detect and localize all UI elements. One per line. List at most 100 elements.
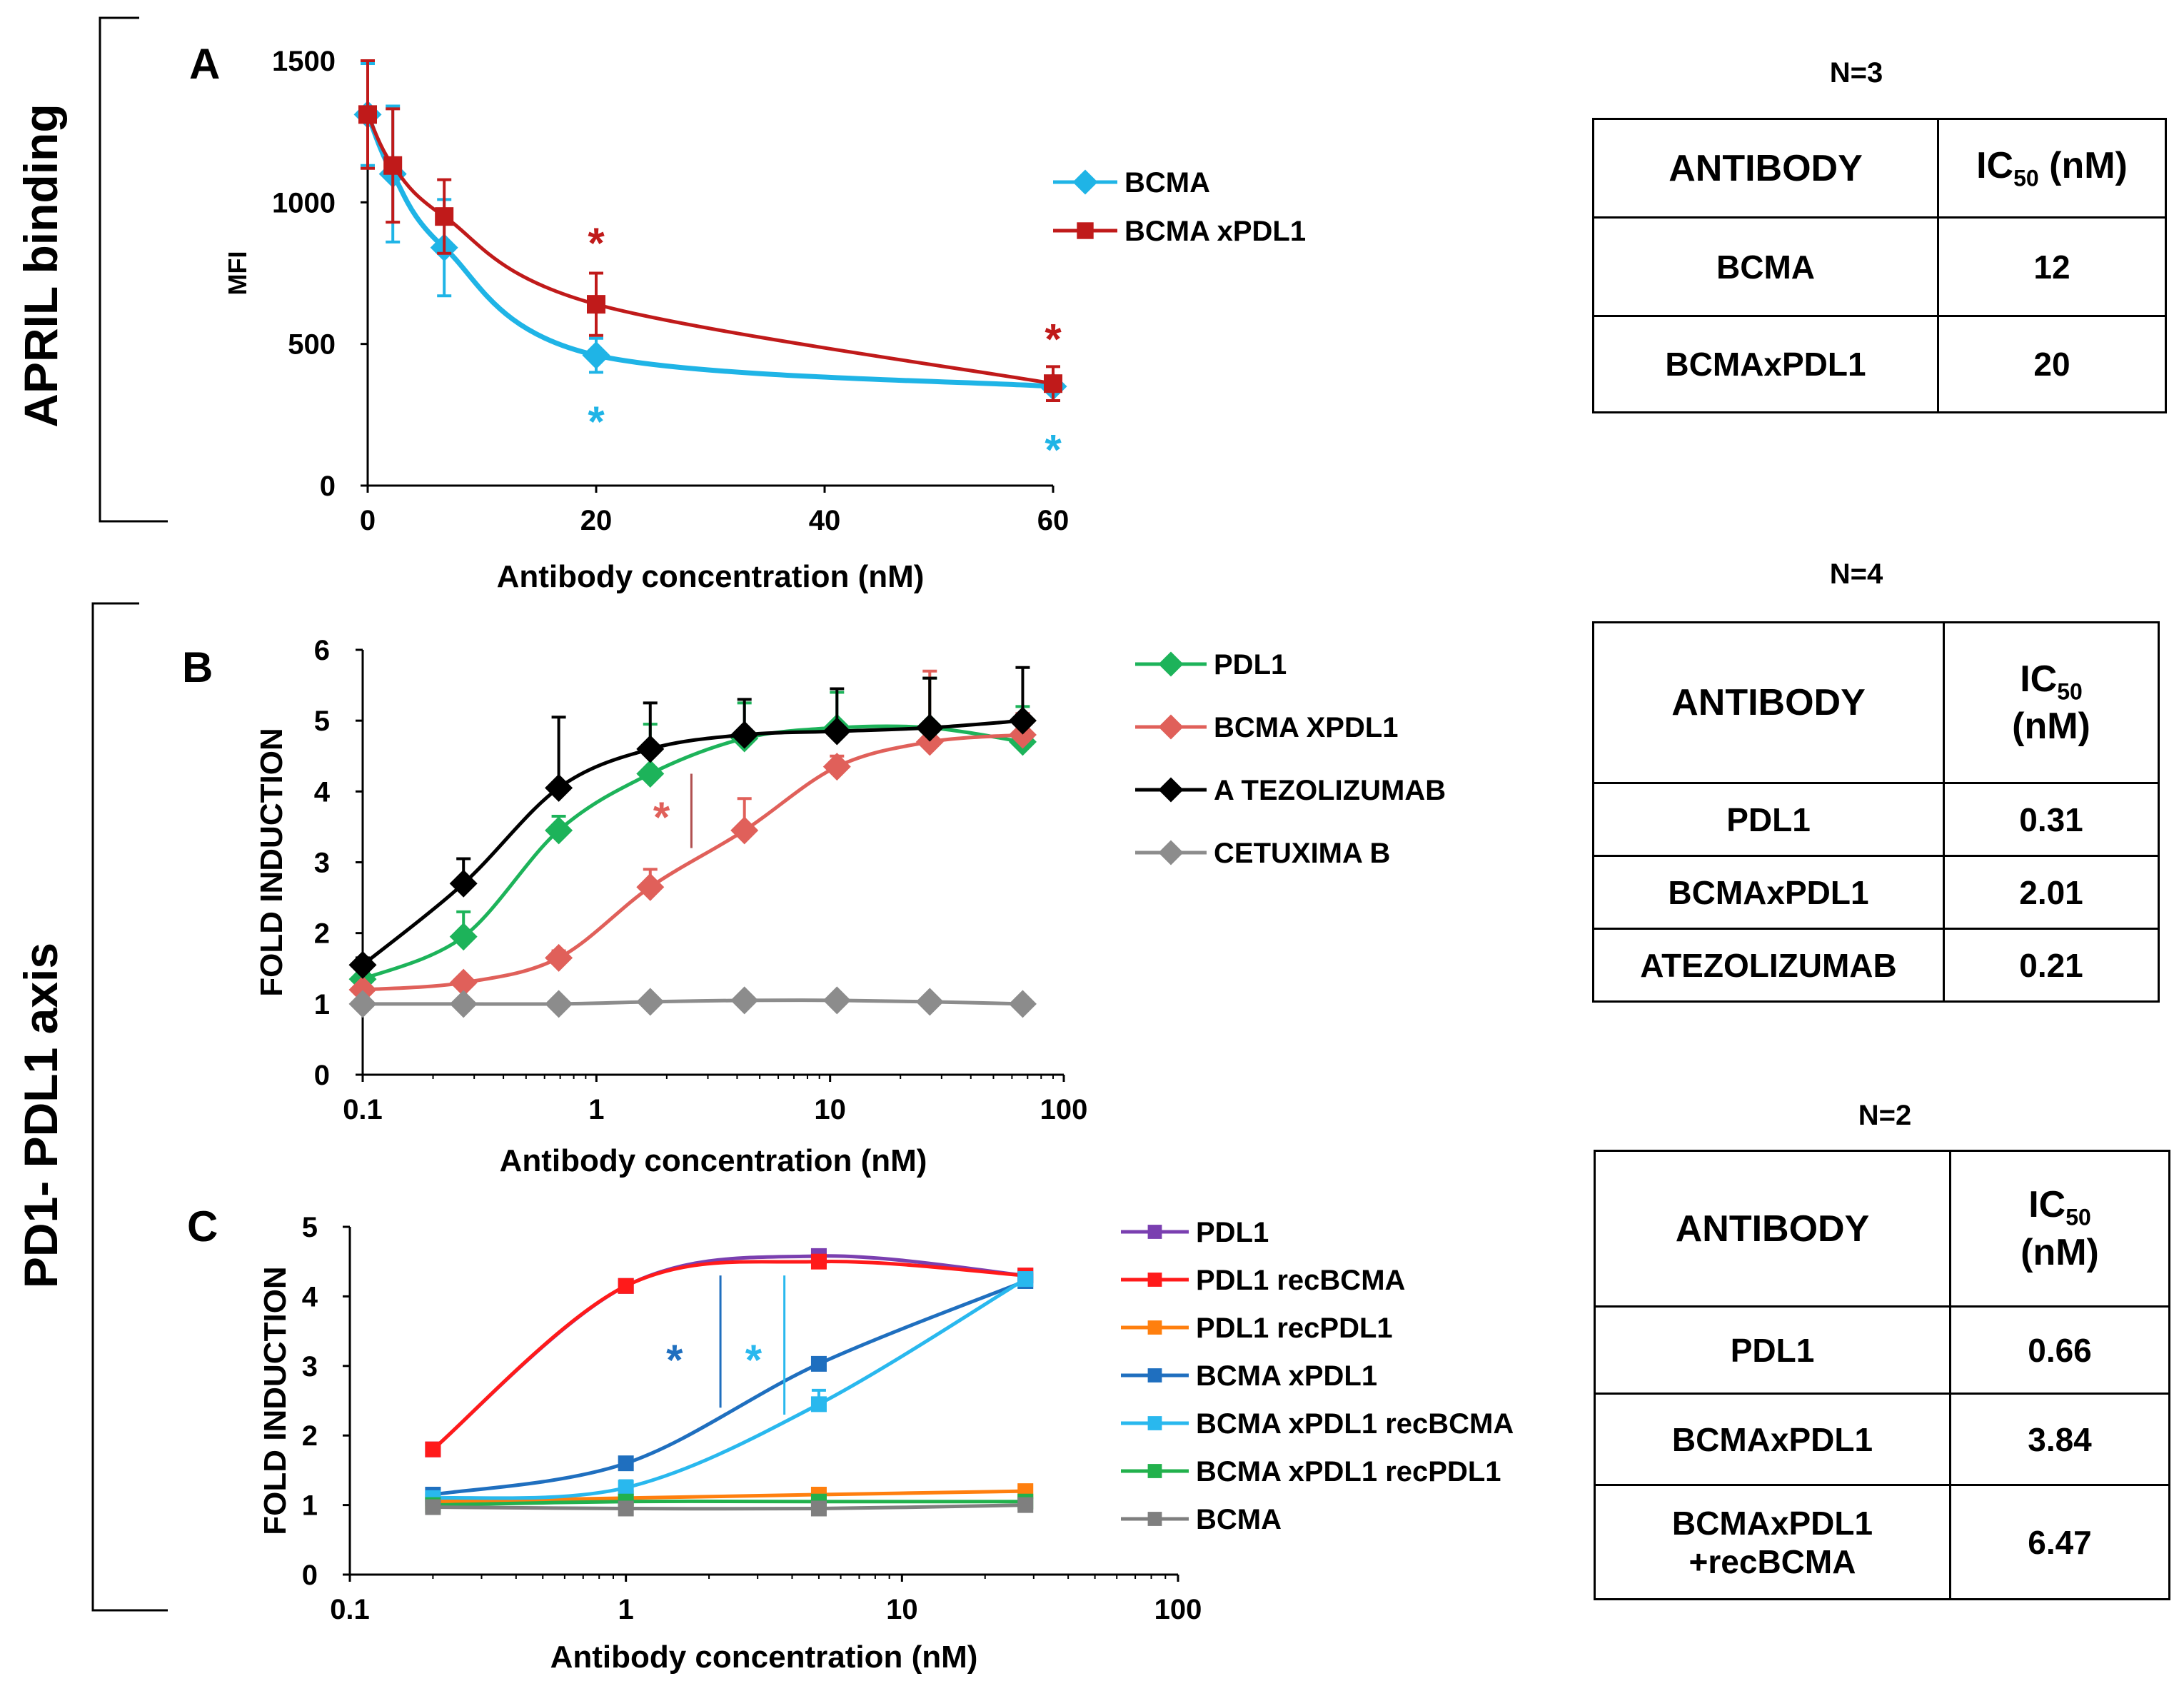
significance-star: * [666, 1336, 683, 1384]
significance-star: * [1045, 426, 1062, 473]
legend-label: BCMA xPDL1 recPDL1 [1196, 1456, 1501, 1487]
series-line [366, 114, 1054, 386]
series-line [432, 1279, 1027, 1497]
table-cell-ic50: 0.31 [1943, 782, 2160, 857]
legend-item: BCMA xPDL1 [1121, 1360, 1377, 1392]
ic50-table-a: ANTIBODY IC50 (nM) BCMA 12 BCMAxPDL1 20 [1592, 118, 2167, 413]
data-point [636, 873, 665, 901]
panel-letter-b: B [182, 643, 213, 691]
data-point [730, 721, 759, 749]
significance-star: * [745, 1336, 763, 1384]
series-cetuximab [348, 986, 1037, 1018]
legend-marker [1158, 651, 1184, 677]
x-tick-label: 40 [809, 505, 841, 536]
legend-marker [1072, 169, 1098, 195]
data-point [618, 1455, 634, 1472]
ic50-table-c: ANTIBODY IC50 (nM) PDL1 0.66 BCMAxPDL1 3.… [1594, 1150, 2170, 1600]
series-line [362, 733, 1023, 992]
series-pdl1 [425, 1248, 1034, 1457]
y-tick-label: 5 [314, 706, 330, 737]
y-axis-title: FOLD INDUCTION [258, 1266, 293, 1535]
series-line [431, 1254, 1026, 1451]
legend-label: PDL1 recBCMA [1196, 1265, 1405, 1296]
table-header-ic50: IC50 (nM) [1937, 118, 2167, 219]
n-label-c: N=2 [1858, 1100, 1912, 1131]
panel-letter-c: C [187, 1203, 218, 1250]
data-point [425, 1499, 441, 1515]
significance-star: * [588, 398, 605, 446]
table-header-antibody: ANTIBODY [1592, 621, 1945, 784]
table-cell-antibody: ATEZOLIZUMAB [1592, 928, 1945, 1003]
series-line [431, 1259, 1026, 1451]
table-header-ic50: IC50 (nM) [1943, 621, 2160, 784]
legend-label: BCMA [1124, 167, 1210, 199]
series-pdl1-recbcma [425, 1253, 1034, 1457]
n-label-b: N=4 [1829, 558, 1883, 590]
x-tick-label: 60 [1037, 505, 1070, 536]
series-bcma [425, 1497, 1034, 1517]
legend-item: BCMA [1121, 1504, 1282, 1535]
y-tick-label: 2 [302, 1420, 318, 1452]
y-tick-label: 6 [314, 635, 330, 666]
pd1-axis-label: PD1- PDL1 axis [14, 943, 67, 1288]
data-point [618, 1278, 634, 1294]
legend-item: PDL1 recPDL1 [1121, 1313, 1393, 1344]
data-point [618, 1500, 634, 1517]
table-header-antibody: ANTIBODY [1592, 118, 1939, 219]
y-tick-label: 0 [314, 1060, 330, 1091]
table-cell-ic50: 0.66 [1949, 1305, 2170, 1395]
data-point [915, 988, 944, 1016]
y-tick-label: 1 [314, 989, 330, 1020]
legend-label: CETUXIMA B [1214, 838, 1390, 869]
x-tick-label: 100 [1154, 1594, 1202, 1625]
series-bcmaxpdl1 [425, 1273, 1034, 1502]
data-point [1017, 1271, 1034, 1288]
y-tick-label: 4 [314, 776, 331, 808]
legend-item: PDL1 [1121, 1217, 1269, 1248]
x-tick-label: 0.1 [343, 1094, 383, 1125]
y-tick-label: 0 [320, 471, 336, 502]
legend-marker [1158, 840, 1184, 865]
legend: BCMA BCMA xPDL1 [1053, 167, 1306, 247]
x-tick-label: 1 [588, 1094, 604, 1125]
data-point [915, 728, 944, 756]
legend-label: BCMA xPDL1 [1196, 1360, 1377, 1392]
table-cell-antibody: BCMAxPDL1 +recBCMA [1594, 1484, 1951, 1600]
data-point [383, 156, 403, 175]
y-tick-label: 3 [314, 848, 330, 879]
significance-star: * [588, 219, 605, 267]
x-tick-label: 10 [814, 1094, 846, 1125]
chart-c: 0 1 2 3 4 5 0.1 1 10 100 Antibody concentration (n… [258, 1212, 1514, 1675]
table-cell-antibody: BCMA [1592, 216, 1939, 317]
data-point [730, 986, 759, 1015]
legend-item: BCMA [1053, 167, 1210, 199]
legend-marker [1147, 1225, 1162, 1239]
x-axis-title: Antibody concentration (nM) [497, 559, 925, 594]
series-line [365, 114, 1054, 389]
data-point [1008, 990, 1037, 1018]
legend-item: PDL1 recBCMA [1121, 1265, 1405, 1296]
legend-marker [1158, 777, 1184, 803]
data-point [545, 990, 573, 1018]
table-header-ic50: IC50 (nM) [1949, 1150, 2170, 1308]
legend-label: PDL1 recPDL1 [1196, 1313, 1393, 1344]
legend-marker [1147, 1273, 1162, 1287]
data-point [449, 869, 478, 898]
legend-item: BCMA xPDL1 recPDL1 [1121, 1456, 1501, 1487]
table-cell-ic50: 3.84 [1949, 1393, 2170, 1486]
x-tick-label: 10 [886, 1594, 918, 1625]
significance-star: * [653, 793, 670, 841]
table-cell-ic50: 0.21 [1943, 928, 2160, 1003]
data-point [582, 341, 610, 370]
y-tick-label: 1500 [272, 46, 336, 77]
table-cell-ic50: 6.47 [1949, 1484, 2170, 1600]
legend-label: BCMA xPDL1 recBCMA [1196, 1408, 1514, 1440]
data-point [348, 975, 377, 1004]
legend-item: PDL1 [1135, 649, 1287, 681]
legend-marker [1158, 714, 1184, 740]
legend-label: BCMA [1196, 1504, 1282, 1535]
table-cell-ic50: 12 [1937, 216, 2167, 317]
data-point [358, 105, 377, 124]
april-bracket [99, 16, 168, 523]
